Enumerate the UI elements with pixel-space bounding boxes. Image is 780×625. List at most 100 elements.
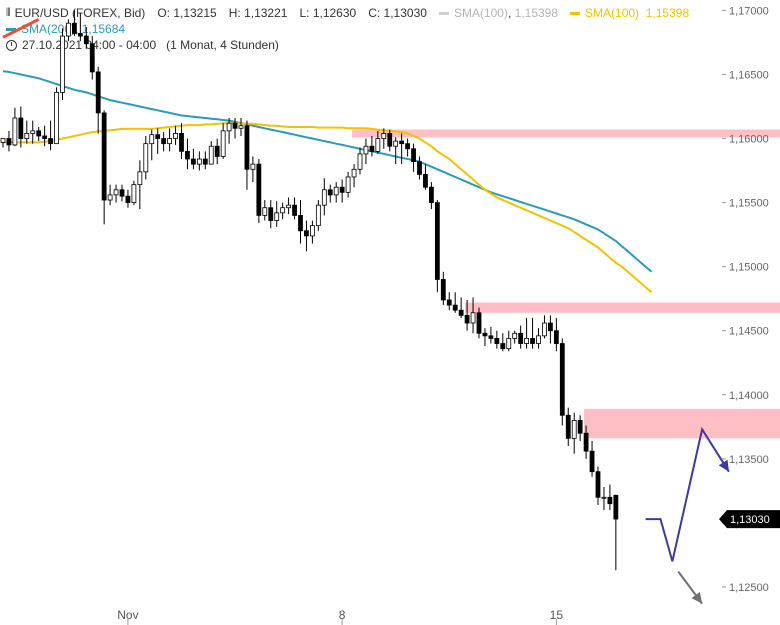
candle bbox=[214, 138, 220, 165]
legend-sma100-value: 1,15398 bbox=[645, 6, 690, 20]
y-axis: 1,17000 1,16500 1,16000 1,15500 1,15000 1,145… bbox=[722, 5, 769, 594]
candle bbox=[143, 135, 149, 180]
candle-body bbox=[577, 420, 583, 434]
projection-alt-arrowhead bbox=[691, 591, 703, 604]
candle bbox=[500, 333, 506, 352]
candle-body bbox=[149, 134, 155, 145]
candle-body bbox=[357, 153, 363, 170]
candle bbox=[95, 66, 101, 134]
candle bbox=[196, 151, 202, 171]
candle bbox=[363, 138, 369, 165]
candle-body bbox=[83, 35, 89, 45]
candle bbox=[292, 197, 297, 220]
candle bbox=[423, 164, 428, 190]
legend-row-price: ⫴ EUR/USD (FOREX, Bid) O: 1,13215 H: 1,1… bbox=[6, 6, 690, 20]
candle bbox=[405, 138, 411, 157]
candle bbox=[351, 164, 357, 188]
moving-averages bbox=[2, 70, 653, 294]
legend-open-value: 1,13215 bbox=[173, 6, 217, 20]
candle-body bbox=[250, 163, 256, 170]
y-tick-label: 1,15000 bbox=[729, 262, 769, 274]
candle-body bbox=[363, 145, 369, 155]
legend-close-label: C: bbox=[368, 6, 381, 20]
candle-body bbox=[54, 92, 59, 145]
candle bbox=[399, 133, 405, 165]
legend-sma200-label[interactable]: SMA(200) bbox=[21, 22, 76, 36]
legend-row-date: 27.10.2021 04:00 - 04:00 (1 Monat, 4 Stu… bbox=[6, 37, 689, 53]
legend-high-label: H: bbox=[228, 6, 241, 20]
candle-body bbox=[583, 432, 589, 452]
candle bbox=[524, 317, 529, 349]
candle bbox=[268, 200, 274, 229]
last-price-marker: 1,13030 bbox=[719, 510, 780, 529]
candle bbox=[185, 138, 190, 170]
legend-open-label: O: bbox=[157, 6, 170, 20]
candle-body bbox=[559, 343, 565, 416]
candle-body bbox=[208, 145, 214, 165]
candle-body bbox=[274, 212, 280, 221]
candle-body bbox=[613, 494, 619, 520]
candle-body bbox=[542, 322, 547, 337]
candle-body bbox=[238, 125, 244, 129]
candle bbox=[321, 178, 327, 216]
candlesticks bbox=[0, 10, 619, 571]
sma100-swatch bbox=[570, 11, 581, 15]
candle-body bbox=[161, 138, 167, 145]
candle bbox=[54, 87, 59, 145]
sma100-line bbox=[3, 122, 653, 294]
candle bbox=[72, 10, 77, 37]
candle-body bbox=[89, 43, 95, 73]
legend-sma100-hidden-label[interactable]: SMA(100) bbox=[453, 6, 508, 20]
candle bbox=[428, 182, 434, 209]
legend-high-value: 1,13221 bbox=[244, 6, 288, 20]
candle bbox=[393, 137, 399, 165]
candle-body bbox=[137, 171, 143, 186]
candle-body bbox=[452, 304, 458, 311]
y-tick-label: 1,17000 bbox=[729, 5, 769, 17]
y-tick-label: 1,13500 bbox=[729, 454, 769, 466]
projection-main-arrowhead bbox=[718, 459, 729, 472]
candle-body bbox=[18, 117, 24, 139]
candle bbox=[125, 189, 131, 208]
candle-body bbox=[30, 130, 36, 134]
candle-body bbox=[595, 471, 601, 498]
candle-body bbox=[464, 314, 470, 324]
candle bbox=[607, 484, 613, 511]
candle bbox=[565, 407, 571, 447]
candle bbox=[530, 317, 535, 349]
sma100-hidden-swatch bbox=[438, 11, 449, 15]
candle-body bbox=[125, 195, 131, 203]
candle-body bbox=[119, 189, 125, 197]
y-tick-label: 1,15500 bbox=[729, 198, 769, 210]
candle bbox=[60, 28, 65, 101]
candle bbox=[173, 125, 178, 145]
legend-close-value: 1,13030 bbox=[383, 6, 427, 20]
resistance-zone-2 bbox=[465, 302, 780, 313]
legend-sma200-value: 1,15684 bbox=[81, 22, 126, 36]
legend-sma100-label[interactable]: SMA(100) bbox=[585, 6, 640, 20]
candle bbox=[77, 12, 83, 42]
candle bbox=[107, 184, 113, 206]
candle-body bbox=[304, 230, 309, 237]
candle bbox=[304, 220, 309, 252]
candle-body bbox=[286, 204, 292, 209]
candle bbox=[482, 328, 488, 347]
candle bbox=[18, 106, 24, 148]
candle-body bbox=[0, 138, 6, 143]
legend-row-sma200: SMA(200), 1,15684 bbox=[6, 21, 689, 37]
candle bbox=[101, 110, 107, 225]
candle bbox=[83, 27, 89, 49]
candle-body bbox=[77, 33, 83, 37]
candle-body bbox=[601, 496, 607, 499]
candle-body bbox=[553, 330, 559, 344]
candle bbox=[542, 315, 547, 339]
candle-body bbox=[405, 143, 411, 150]
candle bbox=[417, 156, 422, 180]
candle-body bbox=[399, 140, 405, 145]
candle-body bbox=[565, 414, 571, 439]
candle bbox=[48, 120, 53, 151]
candle-body bbox=[244, 125, 250, 170]
candle-body bbox=[280, 207, 286, 214]
candle-body bbox=[36, 130, 42, 137]
